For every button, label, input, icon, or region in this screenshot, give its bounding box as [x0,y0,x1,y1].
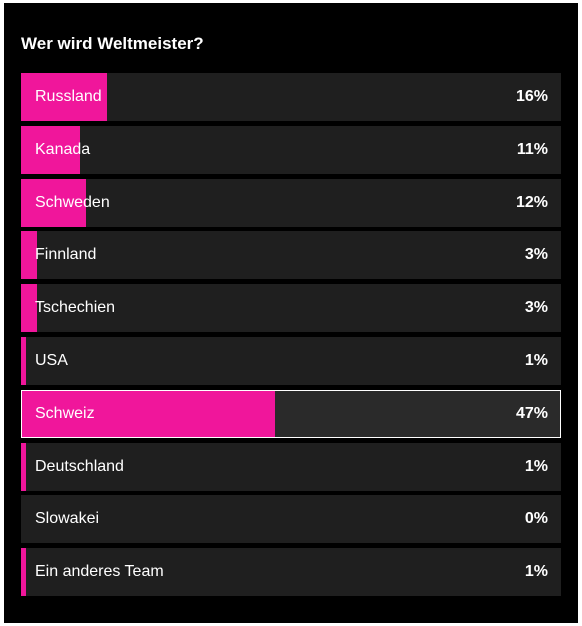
result-bar [21,548,27,597]
result-bar [21,442,27,491]
poll-widget: Wer wird Weltmeister? Russland 16% Kanad… [4,3,578,623]
option-label: Schweiz [35,404,95,422]
result-bar [21,125,81,174]
result-bar [21,231,38,280]
option-label: Ein anderes Team [35,563,164,581]
option-percent: 3% [524,246,548,264]
result-bar [22,390,275,437]
option-label: Kanada [35,140,91,158]
option-percent: 3% [524,299,548,317]
option-label: Finnland [35,246,97,264]
result-bar [21,284,38,333]
option-label: Slowakei [35,510,100,528]
option-percent: 47% [515,404,548,422]
option-percent: 11% [516,140,548,158]
option-percent: 0% [524,510,548,528]
option-label: Tschechien [35,299,116,317]
result-bar [21,178,86,227]
option-percent: 1% [524,351,548,369]
poll-option-usa[interactable]: USA 1% [21,336,561,385]
poll-option-deutschland[interactable]: Deutschland 1% [21,442,561,491]
poll-option-finnland[interactable]: Finnland 3% [21,231,561,280]
option-percent: 1% [524,457,548,475]
option-label: Deutschland [35,457,124,475]
option-label: Schweden [35,193,110,211]
option-percent: 16% [515,88,548,105]
result-bar [21,336,27,385]
poll-question: Wer wird Weltmeister? [21,34,204,53]
poll-option-slowakei[interactable]: Slowakei 0% [21,495,561,544]
option-label: USA [35,351,68,369]
poll-option-schweden[interactable]: Schweden 12% [21,178,561,227]
option-label: Russland [35,88,102,105]
poll-option-schweiz[interactable]: Schweiz 47% [21,389,561,438]
poll-option-tschechien[interactable]: Tschechien 3% [21,284,561,333]
poll-option-russland[interactable]: Russland 16% [21,73,561,121]
option-percent: 1% [524,563,548,581]
result-bar [21,73,108,121]
poll-option-ein-anderes-team[interactable]: Ein anderes Team 1% [21,548,561,597]
poll-option-kanada[interactable]: Kanada 11% [21,125,561,174]
poll-options: Russland 16% Kanada 11% Schweden 12% Fin… [21,73,561,601]
option-percent: 12% [515,193,548,211]
